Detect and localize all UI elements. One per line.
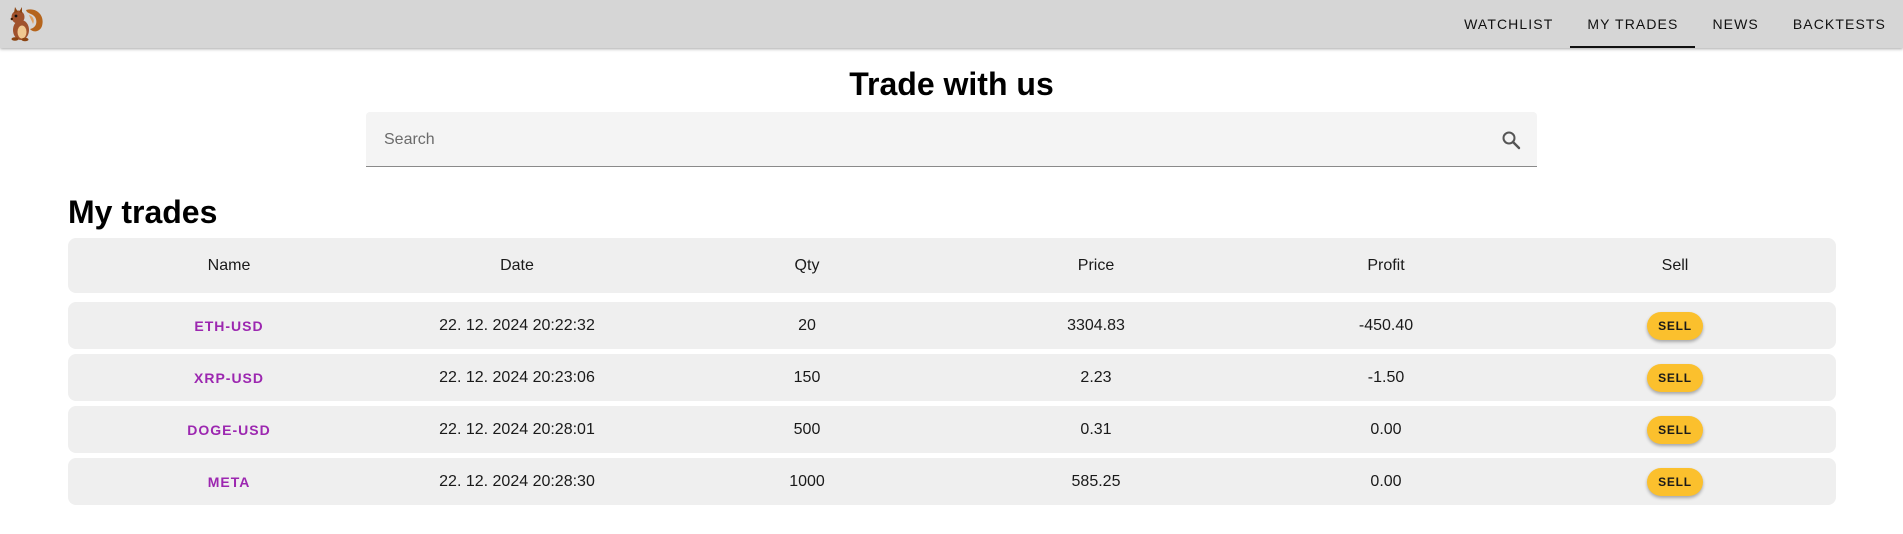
trade-date: 22. 12. 2024 20:22:32 — [439, 316, 595, 334]
table-row: META 22. 12. 2024 20:28:30 1000 585.25 0… — [68, 458, 1836, 505]
sell-cell: SELL — [1647, 302, 1703, 349]
app-bar: WATCHLIST MY TRADES NEWS BACKTESTS — [0, 0, 1903, 48]
trade-date: 22. 12. 2024 20:28:01 — [439, 420, 595, 438]
column-header-profit: Profit — [1367, 256, 1405, 274]
nav-backtests[interactable]: BACKTESTS — [1792, 16, 1886, 32]
trade-name-link[interactable]: ETH-USD — [194, 317, 264, 334]
trade-profit: -450.40 — [1358, 316, 1414, 334]
search-bar — [366, 112, 1537, 168]
trade-price: 2.23 — [1080, 368, 1112, 386]
trade-profit: 0.00 — [1370, 420, 1402, 438]
trade-name-link[interactable]: DOGE-USD — [187, 421, 271, 438]
top-nav: WATCHLIST MY TRADES NEWS BACKTESTS — [1447, 0, 1903, 48]
trade-price: 3304.83 — [1067, 316, 1125, 334]
trade-name-link[interactable]: META — [207, 473, 251, 490]
trade-price: 585.25 — [1071, 472, 1121, 490]
sell-button[interactable]: SELL — [1647, 363, 1703, 392]
search-input[interactable] — [382, 112, 1466, 168]
page-title: Trade with us — [849, 66, 1054, 102]
trade-price: 0.31 — [1080, 420, 1112, 438]
table-header: Name Date Qty Price Profit Sell — [68, 238, 1836, 293]
sell-button[interactable]: SELL — [1647, 311, 1703, 340]
section-title: My trades — [68, 194, 218, 230]
trade-qty: 500 — [793, 420, 821, 438]
nav-news[interactable]: NEWS — [1712, 16, 1759, 32]
nav-my-trades[interactable]: MY TRADES — [1570, 0, 1696, 48]
column-header-date: Date — [500, 256, 534, 274]
nav-watchlist[interactable]: WATCHLIST — [1464, 16, 1554, 32]
column-header-sell: Sell — [1661, 256, 1689, 274]
column-header-name: Name — [207, 256, 251, 274]
trade-profit: 0.00 — [1370, 472, 1402, 490]
trade-qty: 20 — [798, 316, 816, 334]
sell-cell: SELL — [1647, 406, 1703, 453]
trade-date: 22. 12. 2024 20:28:30 — [439, 472, 595, 490]
sell-button[interactable]: SELL — [1647, 467, 1703, 496]
trade-profit: -1.50 — [1367, 368, 1405, 386]
trade-date: 22. 12. 2024 20:23:06 — [439, 368, 595, 386]
table-row: ETH-USD 22. 12. 2024 20:22:32 20 3304.83… — [68, 302, 1836, 349]
search-icon[interactable] — [1499, 128, 1523, 152]
column-header-price: Price — [1077, 256, 1115, 274]
trade-qty: 150 — [793, 368, 821, 386]
table-row: DOGE-USD 22. 12. 2024 20:28:01 500 0.31 … — [68, 406, 1836, 453]
sell-cell: SELL — [1647, 458, 1703, 505]
sell-button[interactable]: SELL — [1647, 415, 1703, 444]
squirrel-icon[interactable] — [6, 4, 46, 44]
trade-qty: 1000 — [789, 472, 825, 490]
trade-name-link[interactable]: XRP-USD — [193, 369, 265, 386]
column-header-qty: Qty — [794, 256, 820, 274]
table-row: XRP-USD 22. 12. 2024 20:23:06 150 2.23 -… — [68, 354, 1836, 401]
sell-cell: SELL — [1647, 354, 1703, 401]
